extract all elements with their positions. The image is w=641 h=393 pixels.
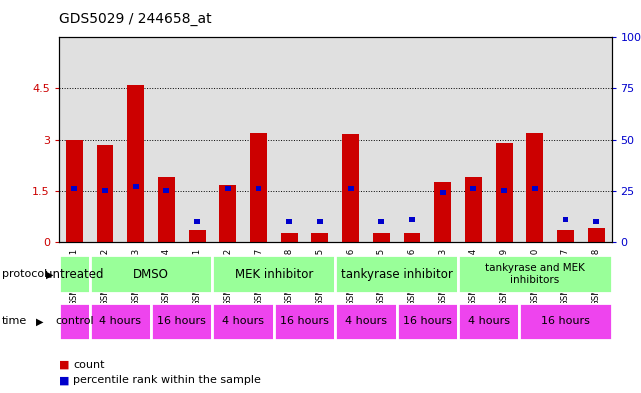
Bar xyxy=(588,228,604,242)
Bar xyxy=(133,184,138,189)
Bar xyxy=(59,255,90,293)
Bar xyxy=(250,133,267,242)
Bar xyxy=(212,255,335,293)
Bar xyxy=(458,303,519,340)
Bar xyxy=(71,186,78,191)
Bar xyxy=(404,233,420,242)
Text: 16 hours: 16 hours xyxy=(280,316,329,326)
Bar xyxy=(335,255,458,293)
Text: ▶: ▶ xyxy=(46,269,54,279)
Bar xyxy=(342,134,359,242)
Text: 16 hours: 16 hours xyxy=(541,316,590,326)
Text: 4 hours: 4 hours xyxy=(99,316,142,326)
Bar xyxy=(563,217,569,222)
Bar xyxy=(194,219,200,224)
Text: ▶: ▶ xyxy=(36,316,44,327)
Bar xyxy=(158,177,175,242)
Text: GDS5029 / 244658_at: GDS5029 / 244658_at xyxy=(59,12,212,26)
Bar xyxy=(397,303,458,340)
Bar xyxy=(501,188,507,193)
Text: control: control xyxy=(55,316,94,326)
Text: time: time xyxy=(2,316,27,327)
Bar xyxy=(188,230,206,242)
Bar xyxy=(519,303,612,340)
Bar xyxy=(409,217,415,222)
Text: 4 hours: 4 hours xyxy=(468,316,510,326)
Bar xyxy=(593,219,599,224)
Text: tankyrase and MEK
inhibitors: tankyrase and MEK inhibitors xyxy=(485,263,585,285)
Text: 16 hours: 16 hours xyxy=(403,316,452,326)
Bar xyxy=(225,186,231,191)
Bar xyxy=(317,219,323,224)
Bar xyxy=(59,303,90,340)
Bar xyxy=(66,140,83,242)
Bar xyxy=(347,186,354,191)
Bar xyxy=(102,188,108,193)
Bar xyxy=(458,255,612,293)
Bar xyxy=(532,186,538,191)
Bar xyxy=(281,233,297,242)
Bar xyxy=(212,303,274,340)
Bar xyxy=(526,133,543,242)
Bar xyxy=(274,303,335,340)
Bar xyxy=(90,255,212,293)
Bar xyxy=(470,186,476,191)
Bar xyxy=(557,230,574,242)
Text: ■: ■ xyxy=(59,375,69,386)
Bar xyxy=(163,188,169,193)
Text: DMSO: DMSO xyxy=(133,268,169,281)
Text: 4 hours: 4 hours xyxy=(222,316,264,326)
Text: 16 hours: 16 hours xyxy=(157,316,206,326)
Text: ■: ■ xyxy=(59,360,69,370)
Bar xyxy=(256,186,262,191)
Bar xyxy=(97,145,113,242)
Text: count: count xyxy=(73,360,104,370)
Bar xyxy=(434,182,451,242)
Bar xyxy=(465,177,482,242)
Text: percentile rank within the sample: percentile rank within the sample xyxy=(73,375,261,386)
Bar xyxy=(128,85,144,242)
Text: untreated: untreated xyxy=(45,268,104,281)
Bar xyxy=(440,190,445,195)
Bar xyxy=(373,233,390,242)
Text: 4 hours: 4 hours xyxy=(345,316,387,326)
Text: protocol: protocol xyxy=(2,269,47,279)
Bar xyxy=(287,219,292,224)
Bar xyxy=(378,219,384,224)
Text: tankyrase inhibitor: tankyrase inhibitor xyxy=(341,268,453,281)
Bar xyxy=(151,303,212,340)
Bar xyxy=(219,185,237,242)
Bar xyxy=(335,303,397,340)
Text: MEK inhibitor: MEK inhibitor xyxy=(235,268,313,281)
Bar xyxy=(495,143,513,242)
Bar xyxy=(90,303,151,340)
Bar xyxy=(312,233,328,242)
